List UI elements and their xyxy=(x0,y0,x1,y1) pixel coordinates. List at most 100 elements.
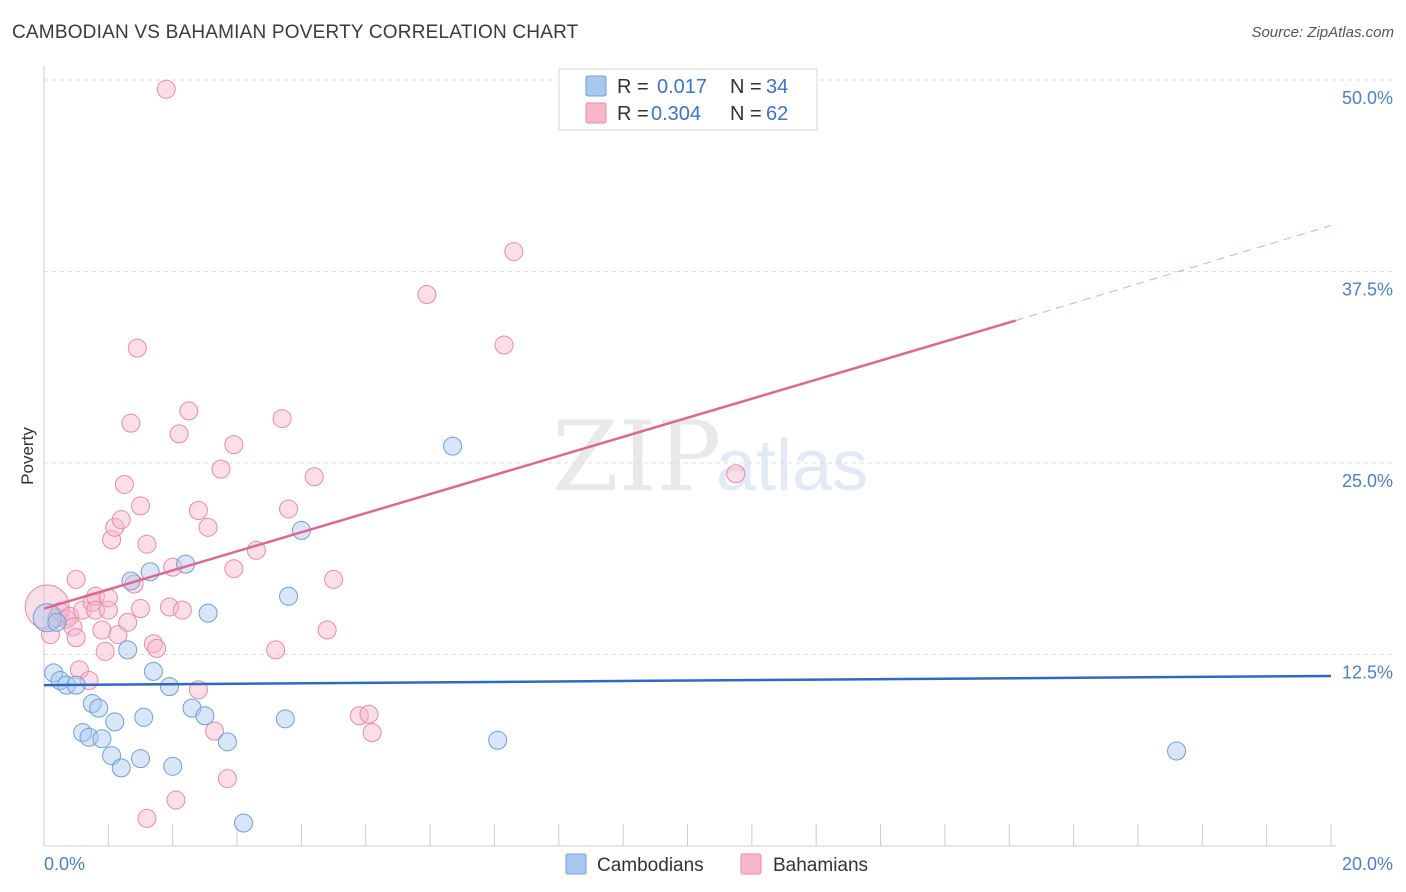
cambodian-point xyxy=(443,436,463,456)
bahamian-point xyxy=(217,769,237,789)
cambodian-point xyxy=(44,663,64,683)
bahamian-point xyxy=(494,335,514,355)
bahamian-point xyxy=(504,242,524,262)
y-tick-label: 12.5% xyxy=(1342,663,1393,683)
bahamian-point xyxy=(69,660,89,680)
legend-swatch-cambodian xyxy=(585,75,607,97)
cambodian-point xyxy=(131,749,151,769)
cambodian-point xyxy=(134,707,154,727)
bottom-legend-swatch-cambodians xyxy=(565,853,587,875)
bahamian-point xyxy=(159,597,179,617)
cambodian-point xyxy=(1167,741,1187,761)
bahamian-point xyxy=(131,496,151,516)
y-tick-label: 37.5% xyxy=(1342,280,1393,300)
cambodian-point xyxy=(32,603,62,633)
x-tick-label: 20.0% xyxy=(1342,854,1393,874)
legend-swatch-bahamian xyxy=(585,102,607,124)
chart-source: Source: ZipAtlas.com xyxy=(1251,24,1394,41)
bahamian-point xyxy=(266,640,286,660)
cambodian-point xyxy=(111,758,131,778)
bahamian-point xyxy=(156,79,176,99)
bahamian-point xyxy=(188,500,208,520)
legend-n-value-bahamian: 62 xyxy=(766,103,788,125)
bottom-legend-label-bahamians: Bahamians xyxy=(773,855,868,876)
bahamian-point xyxy=(172,600,192,620)
bahamian-point xyxy=(349,706,369,726)
bahamian-trend-line xyxy=(43,319,1017,610)
bahamian-point xyxy=(198,517,218,537)
x-tick-label: 0.0% xyxy=(44,854,85,874)
x-axis-ticks xyxy=(107,824,1332,846)
bahamian-point xyxy=(118,612,138,632)
cambodian-point xyxy=(198,603,218,623)
correlation-legend: R = 0.017 N = 34 R = 0.304 N = 62 xyxy=(558,68,818,131)
bahamian-points xyxy=(24,79,746,828)
bahamian-point xyxy=(205,721,225,741)
bahamian-point xyxy=(121,413,141,433)
bahamian-point xyxy=(224,559,244,579)
bahamian-point xyxy=(211,459,231,479)
bottom-legend-swatch-bahamians xyxy=(740,853,762,875)
bahamian-point xyxy=(137,534,157,554)
cambodian-point xyxy=(195,706,215,726)
cambodian-point xyxy=(163,756,183,776)
bottom-legend-label-cambodians: Cambodians xyxy=(597,855,704,876)
chart-title: CAMBODIAN VS BAHAMIAN POVERTY CORRELATIO… xyxy=(12,22,579,43)
watermark-zip: ZIP xyxy=(552,401,721,513)
watermark-atlas: atlas xyxy=(716,426,868,506)
bahamian-point xyxy=(85,600,105,620)
bahamian-point xyxy=(304,467,324,487)
cambodian-point xyxy=(92,729,112,749)
bahamian-point xyxy=(111,510,131,530)
cambodian-point xyxy=(279,586,299,606)
bahamian-point xyxy=(73,600,93,620)
bahamian-point xyxy=(137,808,157,828)
legend-n-label-cambodian: N = xyxy=(730,76,762,98)
cambodian-point xyxy=(118,640,138,660)
bahamian-point xyxy=(726,464,746,484)
bahamian-point xyxy=(127,338,147,358)
cambodian-point xyxy=(488,730,508,750)
bahamian-point xyxy=(179,401,199,421)
cambodian-points xyxy=(32,436,1187,833)
y-tick-label: 25.0% xyxy=(1342,471,1393,491)
bahamian-point xyxy=(114,474,134,494)
cambodian-point xyxy=(217,732,237,752)
bahamian-point xyxy=(63,617,83,637)
legend-r-label-cambodian: R = xyxy=(617,76,649,98)
cambodian-point xyxy=(159,677,179,697)
bahamian-point xyxy=(95,641,115,661)
cambodian-point xyxy=(89,698,109,718)
y-tick-labels: 12.5% 25.0% 37.5% 50.0% xyxy=(1342,88,1393,683)
y-axis-title: Poverty xyxy=(18,427,37,485)
trend-lines xyxy=(43,225,1332,687)
bahamian-point xyxy=(92,620,112,640)
bahamian-point xyxy=(279,499,299,519)
cambodian-trend-line xyxy=(43,674,1332,687)
y-tick-label: 50.0% xyxy=(1342,88,1393,108)
bahamian-point xyxy=(166,790,186,810)
bahamian-point xyxy=(40,625,60,645)
cambodian-point xyxy=(105,712,125,732)
bahamian-point xyxy=(317,620,337,640)
cambodian-point xyxy=(233,813,253,833)
series-legend: Cambodians Bahamians xyxy=(565,853,868,876)
cambodian-point xyxy=(47,612,67,632)
legend-r-label-bahamian: R = xyxy=(617,103,649,125)
bahamian-point xyxy=(272,409,292,429)
bahamian-point xyxy=(147,638,167,658)
bahamian-point xyxy=(66,569,86,589)
gridlines xyxy=(44,79,1393,655)
bahamian-point xyxy=(66,628,86,648)
bahamian-point xyxy=(417,284,437,304)
bahamian-point xyxy=(131,599,151,619)
bahamian-point xyxy=(224,435,244,455)
legend-r-value-cambodian: 0.017 xyxy=(657,76,707,98)
bahamian-point xyxy=(359,704,379,724)
bahamian-point xyxy=(105,517,125,537)
bahamian-trend-extension xyxy=(1015,225,1332,322)
bahamian-point xyxy=(102,530,122,550)
cambodian-point xyxy=(275,709,295,729)
bahamian-point xyxy=(169,424,189,444)
bahamian-point xyxy=(362,723,382,743)
